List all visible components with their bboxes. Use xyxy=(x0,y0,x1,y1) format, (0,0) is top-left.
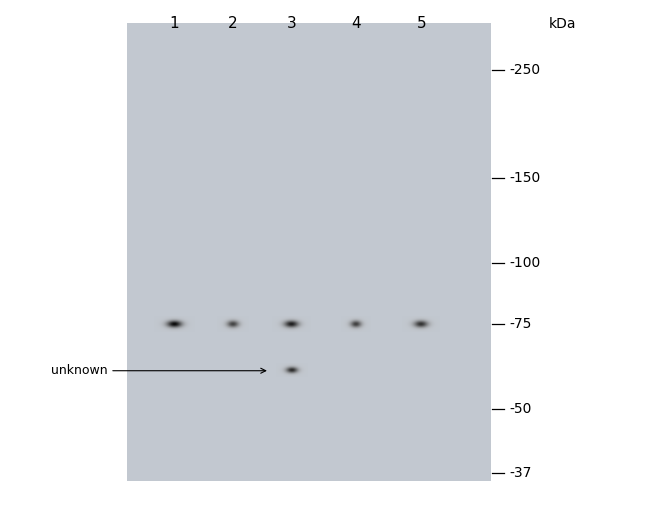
Text: -50: -50 xyxy=(509,402,531,416)
Text: kDa: kDa xyxy=(549,17,577,31)
Text: -250: -250 xyxy=(509,63,540,77)
Text: 4: 4 xyxy=(352,17,361,31)
Text: -75: -75 xyxy=(509,317,531,331)
Text: 5: 5 xyxy=(417,17,426,31)
Text: -150: -150 xyxy=(509,171,540,185)
Text: -37: -37 xyxy=(509,465,531,479)
Bar xyxy=(127,23,491,481)
Text: 3: 3 xyxy=(286,17,296,31)
Text: unknown: unknown xyxy=(51,364,266,377)
Text: -100: -100 xyxy=(509,256,540,270)
Text: 2: 2 xyxy=(228,17,237,31)
Text: 1: 1 xyxy=(170,17,179,31)
